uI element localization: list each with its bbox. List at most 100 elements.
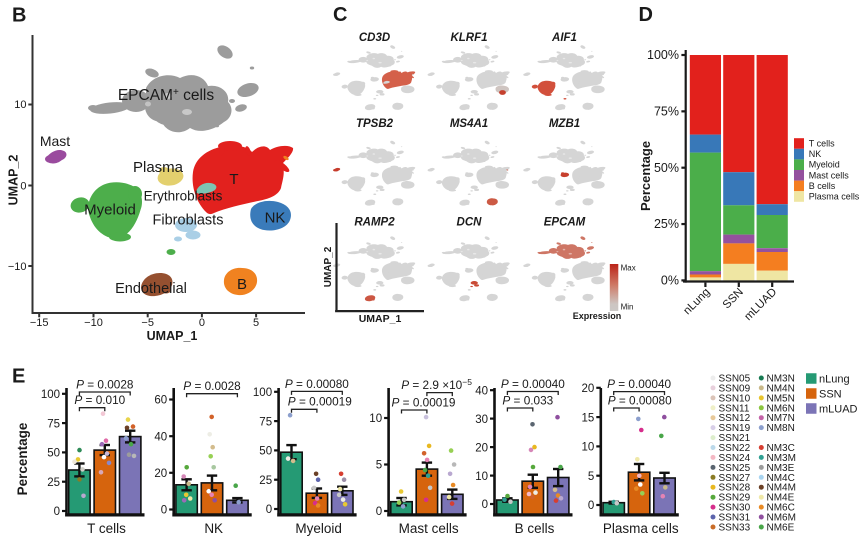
svg-text:nLung: nLung: [819, 374, 850, 386]
svg-text:P = 0.00080: P = 0.00080: [285, 377, 349, 391]
svg-text:SSN25: SSN25: [719, 463, 751, 474]
svg-text:P = 0.00019: P = 0.00019: [288, 395, 352, 409]
svg-text:0: 0: [20, 181, 26, 193]
svg-text:75: 75: [47, 418, 60, 430]
svg-text:B: B: [12, 5, 26, 27]
svg-text:P = 0.00040: P = 0.00040: [501, 377, 565, 391]
svg-text:EPCAM+ cells: EPCAM+ cells: [118, 87, 215, 104]
svg-text:Myeloid: Myeloid: [84, 202, 136, 219]
svg-text:Endothelial: Endothelial: [115, 281, 187, 297]
svg-text:Myeloid: Myeloid: [295, 521, 342, 536]
svg-text:SSN30: SSN30: [719, 503, 751, 514]
svg-text:40: 40: [154, 431, 167, 443]
svg-text:0: 0: [482, 499, 488, 511]
svg-text:10: 10: [369, 413, 382, 425]
svg-text:30: 30: [475, 414, 488, 426]
svg-text:SSN27: SSN27: [719, 473, 751, 484]
svg-text:NM7N: NM7N: [767, 413, 795, 424]
svg-text:−5: −5: [141, 317, 154, 329]
svg-text:B: B: [237, 276, 247, 293]
svg-text:100: 100: [41, 389, 60, 401]
svg-text:SSN19: SSN19: [719, 423, 751, 434]
svg-text:50: 50: [47, 448, 60, 460]
svg-text:mLUAD: mLUAD: [819, 404, 858, 416]
svg-text:P = 0.033: P = 0.033: [502, 393, 553, 407]
svg-text:P = 0.0028: P = 0.0028: [76, 377, 134, 391]
svg-text:NM6N: NM6N: [767, 403, 795, 414]
svg-text:NM4N: NM4N: [767, 383, 795, 394]
svg-text:B cells: B cells: [515, 521, 555, 536]
svg-text:P = 0.00019: P = 0.00019: [392, 395, 456, 409]
svg-text:NM6E: NM6E: [767, 523, 795, 534]
svg-text:UMAP_1: UMAP_1: [359, 313, 402, 325]
svg-text:P = 0.0028: P = 0.0028: [183, 379, 241, 393]
svg-text:E: E: [12, 366, 25, 388]
svg-text:MZB1: MZB1: [549, 118, 580, 130]
svg-text:0: 0: [54, 506, 60, 518]
svg-text:50: 50: [259, 446, 272, 458]
svg-text:NM5N: NM5N: [767, 393, 795, 404]
svg-text:AIF1: AIF1: [551, 32, 577, 44]
svg-text:75%: 75%: [654, 105, 679, 119]
svg-text:10: 10: [475, 471, 488, 483]
svg-text:SSN10: SSN10: [719, 393, 751, 404]
svg-text:Plasma: Plasma: [133, 159, 184, 176]
svg-text:Plasma cells: Plasma cells: [603, 521, 679, 536]
svg-text:mLUAD: mLUAD: [742, 286, 779, 323]
svg-text:nLung: nLung: [681, 286, 712, 317]
svg-text:25: 25: [47, 477, 60, 489]
svg-text:60: 60: [154, 395, 167, 407]
svg-text:20: 20: [154, 468, 167, 480]
svg-text:0: 0: [161, 505, 167, 517]
svg-text:Expression: Expression: [573, 311, 622, 321]
svg-text:SSN12: SSN12: [719, 413, 751, 424]
svg-text:SSN21: SSN21: [719, 433, 751, 444]
svg-text:T cells: T cells: [87, 521, 126, 536]
svg-text:100: 100: [253, 387, 272, 399]
svg-text:SSN09: SSN09: [719, 383, 751, 394]
svg-text:20: 20: [582, 383, 595, 395]
svg-text:Erythroblasts: Erythroblasts: [144, 189, 223, 204]
svg-text:5: 5: [253, 317, 259, 329]
svg-text:D: D: [639, 4, 653, 26]
svg-text:Max: Max: [621, 263, 636, 272]
svg-text:Min: Min: [621, 302, 634, 311]
svg-text:Myeloid: Myeloid: [809, 160, 840, 170]
svg-text:5: 5: [376, 460, 382, 472]
svg-text:Percentage: Percentage: [638, 141, 653, 211]
svg-text:50%: 50%: [654, 161, 679, 175]
svg-text:SSN: SSN: [721, 286, 746, 311]
svg-text:0: 0: [199, 317, 205, 329]
svg-text:−10: −10: [84, 317, 103, 329]
svg-text:75: 75: [259, 416, 272, 428]
svg-text:Mast cells: Mast cells: [399, 521, 459, 536]
svg-text:−15: −15: [30, 317, 49, 329]
svg-text:5: 5: [588, 471, 594, 483]
svg-text:NM3C: NM3C: [767, 443, 795, 454]
svg-text:SSN33: SSN33: [719, 523, 751, 534]
svg-text:NK: NK: [204, 521, 223, 536]
svg-text:NM6M: NM6M: [767, 513, 796, 524]
svg-text:SSN: SSN: [819, 389, 842, 401]
svg-text:SSN05: SSN05: [719, 374, 751, 385]
svg-text:0%: 0%: [661, 274, 679, 288]
svg-text:B cells: B cells: [809, 181, 836, 191]
svg-text:−10: −10: [8, 261, 27, 273]
svg-text:NK: NK: [265, 210, 286, 227]
svg-text:Plasma cells: Plasma cells: [809, 192, 860, 202]
svg-text:CD3D: CD3D: [359, 32, 390, 44]
svg-text:NM3M: NM3M: [767, 453, 796, 464]
svg-text:TPSB2: TPSB2: [356, 118, 394, 130]
svg-text:NK: NK: [809, 149, 822, 159]
svg-text:0: 0: [376, 506, 382, 518]
svg-text:P = 0.00040: P = 0.00040: [607, 377, 671, 391]
svg-text:DCN: DCN: [457, 217, 483, 229]
svg-text:UMAP_2: UMAP_2: [323, 246, 334, 287]
svg-text:T: T: [229, 171, 238, 188]
svg-text:40: 40: [475, 385, 488, 397]
svg-text:NM3E: NM3E: [767, 463, 795, 474]
svg-text:UMAP_1: UMAP_1: [147, 329, 198, 343]
svg-text:P = 2.9 ×10−5: P = 2.9 ×10−5: [401, 377, 472, 392]
svg-text:NM6C: NM6C: [767, 503, 795, 514]
svg-text:0: 0: [588, 500, 594, 512]
